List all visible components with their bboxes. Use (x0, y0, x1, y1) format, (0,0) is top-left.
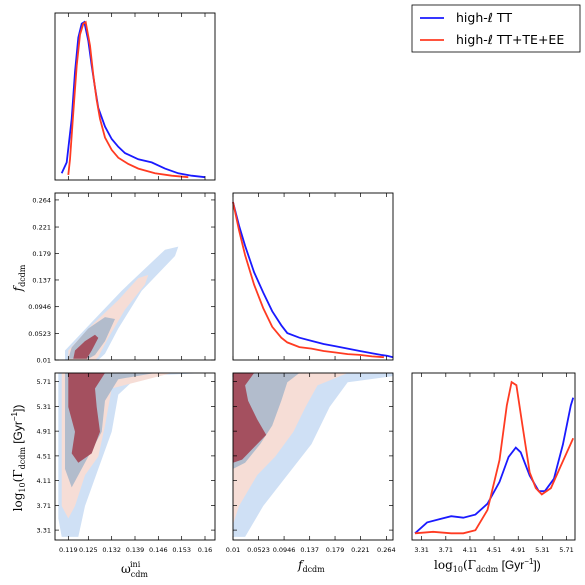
x-tick-label-f: 0.0523 (247, 546, 270, 554)
x-tick-label-gamma: 4.11 (463, 546, 477, 554)
x-tick-label-f: 0.179 (326, 546, 345, 554)
y-tick-label-f: 0.0523 (28, 330, 51, 338)
legend-box (411, 4, 581, 53)
xlabel-omega: ωcdmini (121, 560, 148, 579)
x-tick-label-f: 0.0946 (273, 546, 296, 554)
pdf-line-gamma-ttteee (414, 380, 575, 535)
x-tick-label-f: 0.221 (351, 546, 370, 554)
y-tick-label-f: 0.01 (37, 357, 51, 365)
pdf-line-f-ttteee (232, 201, 384, 359)
legend: high-ℓ TT high-ℓ TT+TE+EE (411, 4, 581, 53)
xlabel-f: fdcdm (297, 558, 325, 574)
x-tick-label-gamma: 3.71 (439, 546, 453, 554)
panel-frame (411, 372, 576, 541)
ylabel-gamma: log10(Γdcdm [Gyr−1]) (10, 405, 27, 512)
x-tick-label-omega: 0.139 (126, 546, 145, 554)
x-tick-label-gamma: 4.91 (511, 546, 525, 554)
x-tick-label-gamma: 5.31 (535, 546, 549, 554)
x-tick-label-omega: 0.146 (149, 546, 168, 554)
y-tick-label-gamma: 5.31 (37, 403, 51, 411)
pdf-line-gamma-tt (414, 397, 575, 534)
panel-bg (412, 373, 575, 540)
x-tick-label-omega: 0.119 (59, 546, 78, 554)
panel-2-0: 0.119 0.125 0.132 0.139 0.146 0.153 0.16 3.31 3.… (37, 372, 216, 554)
y-tick-label-f: 0.0946 (28, 303, 51, 311)
legend-label-tt: high-ℓ TT (456, 10, 512, 25)
y-tick-label-gamma: 3.31 (37, 527, 51, 535)
y-tick-label-f: 0.221 (32, 224, 51, 232)
panel-2-1: 0.01 0.0523 0.0946 0.137 0.179 0.221 0.264 (226, 372, 396, 554)
panel-2-2: 3.31 3.71 4.11 4.51 4.91 5.31 5.71 (411, 372, 576, 554)
panel-frame (232, 192, 394, 361)
x-tick-label-gamma: 3.31 (414, 546, 428, 554)
panel-1-1 (232, 192, 394, 361)
ylabel-f: fdcdm (11, 264, 27, 292)
y-tick-label-f: 0.264 (32, 196, 51, 204)
panel-frame (232, 372, 394, 541)
pdf-line-f-tt (232, 201, 394, 359)
contour-ttteee-68-gamma-omega (68, 373, 105, 463)
x-tick-label-gamma: 4.51 (487, 546, 501, 554)
xlabel-gamma: log10(Γdcdm [Gyr−1]) (434, 557, 541, 574)
y-tick-label-gamma: 4.91 (37, 428, 51, 436)
y-tick-label-f: 0.179 (32, 250, 51, 258)
y-tick-label-gamma: 3.71 (37, 502, 51, 510)
panel-1-0: 0.01 0.0523 0.0946 0.137 0.179 0.221 0.264 (28, 192, 216, 365)
legend-label-ttteee: high-ℓ TT+TE+EE (456, 32, 564, 47)
contour-ttteee-68-f-omega (73, 334, 99, 359)
x-tick-label-f: 0.264 (377, 546, 396, 554)
x-tick-label-omega: 0.132 (102, 546, 121, 554)
panel-bg (55, 13, 215, 180)
x-tick-label-omega: 0.125 (79, 546, 98, 554)
y-tick-label-gamma: 4.51 (37, 452, 51, 460)
y-tick-label-gamma: 5.71 (37, 378, 51, 386)
panel-0-0 (54, 12, 216, 181)
x-tick-label-omega: 0.16 (198, 546, 212, 554)
contour-ttteee-68-gamma-f (233, 373, 267, 463)
panel-bg (233, 193, 393, 360)
x-tick-label-omega: 0.153 (172, 546, 191, 554)
y-tick-label-gamma: 4.11 (37, 477, 51, 485)
x-tick-label-f: 0.01 (226, 546, 240, 554)
panel-bg (55, 193, 215, 360)
panels-layer: 0.010.05230.09460.1370.1790.2210.2640.11… (28, 12, 576, 554)
y-tick-label-f: 0.137 (32, 276, 51, 284)
x-tick-label-gamma: 5.71 (559, 546, 573, 554)
pdf-line-omega-ttteee (67, 20, 189, 179)
x-tick-label-f: 0.137 (300, 546, 319, 554)
